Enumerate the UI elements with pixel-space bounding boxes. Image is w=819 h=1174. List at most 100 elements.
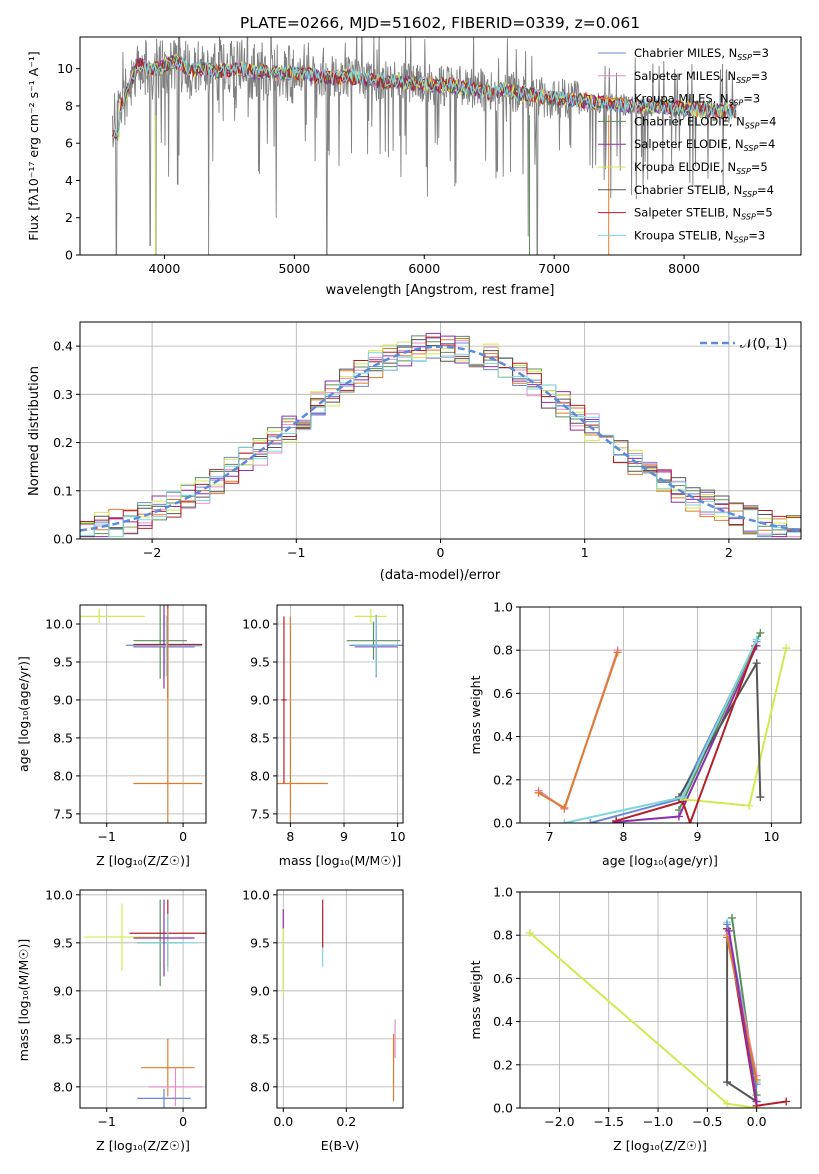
y-tick-label: 8.0 xyxy=(53,1079,73,1094)
age-vs-mass-frame xyxy=(276,604,404,824)
y-tick-label: 8.0 xyxy=(250,768,270,783)
y-tick-label: 0.4 xyxy=(53,339,73,354)
legend-ssp-sub: SSP xyxy=(729,99,744,108)
weight-marker xyxy=(752,659,761,668)
y-tick-label: 9.0 xyxy=(250,692,270,707)
model-fit-8 xyxy=(112,56,737,139)
legend-ssp-sub: SSP xyxy=(745,121,760,130)
y-tick-label: 0.1 xyxy=(53,483,73,498)
legend-ssp-sub: SSP xyxy=(736,76,751,85)
y-tick-label: 10.0 xyxy=(242,616,270,631)
y-tick-label: 10.0 xyxy=(45,887,73,902)
weight-marker xyxy=(560,819,569,823)
y-tick-label: 9.0 xyxy=(53,983,73,998)
weight-line xyxy=(537,649,619,811)
weight-marker xyxy=(534,788,543,797)
y-tick-label: 1.0 xyxy=(493,600,513,615)
residual-hist-8 xyxy=(80,352,801,538)
x-tick-label: 9 xyxy=(693,829,701,844)
weight-marker xyxy=(525,929,534,938)
x-tick-label: −2 xyxy=(143,545,161,560)
x-tick-label: 5000 xyxy=(278,261,310,276)
residual-hist-7 xyxy=(80,336,801,529)
x-tick-label: 4000 xyxy=(149,261,181,276)
y-tick-label: 0.6 xyxy=(493,971,513,986)
weight-vs-age-ylabel: mass weight xyxy=(468,675,483,754)
y-tick-label: 9.5 xyxy=(53,654,73,669)
y-tick-label: 8.5 xyxy=(53,1031,73,1046)
x-tick-label: 10 xyxy=(390,829,406,844)
legend-model-name: Kroupa ELODIE, N xyxy=(634,160,736,174)
y-tick-label: 10.0 xyxy=(242,887,270,902)
x-tick-label: 0.0 xyxy=(273,1114,293,1129)
x-tick-label: 0.2 xyxy=(336,1114,356,1129)
weight-line xyxy=(682,647,788,807)
legend-ssp-count: =4 xyxy=(758,137,775,151)
legend-ssp-sub: SSP xyxy=(744,144,759,153)
x-tick-label: −1 xyxy=(287,545,305,560)
weight-line xyxy=(537,652,619,810)
x-tick-label: 0 xyxy=(179,829,187,844)
residuals-panel: −2 −1 0 1 2 0.0 0.1 0.2 0.3 0.4 (data-model)/err… xyxy=(27,321,802,583)
legend-ssp-sub: SSP xyxy=(734,235,749,244)
y-tick-label: 8.5 xyxy=(250,730,270,745)
spectrum-plot xyxy=(112,37,737,255)
observed-spectrum xyxy=(112,37,737,255)
x-tick-label: 0.0 xyxy=(747,1114,767,1129)
y-tick-label: 7.5 xyxy=(53,806,73,821)
y-tick-label: 0.0 xyxy=(493,816,513,831)
y-tick-label: 9.5 xyxy=(250,654,270,669)
y-tick-label: 0.2 xyxy=(53,435,73,450)
weight-marker xyxy=(686,819,695,823)
legend-ssp-sub: SSP xyxy=(741,213,756,222)
y-tick-label: 10 xyxy=(57,61,73,76)
weight-marker xyxy=(752,635,761,644)
x-tick-label: 10 xyxy=(763,829,779,844)
mass-vs-EBV-plot: 0.0 0.2 8.0 8.5 9.0 9.5 10.0 xyxy=(242,887,404,1129)
y-tick-label: 7.5 xyxy=(250,806,270,821)
spectrum-xticks: 4000 5000 6000 7000 8000 xyxy=(149,255,700,276)
x-tick-label: 0 xyxy=(437,545,445,560)
spectrum-frame xyxy=(79,36,802,256)
weight-line xyxy=(728,930,758,1102)
x-tick-label: −1 xyxy=(98,829,116,844)
weight-marker xyxy=(752,1097,761,1106)
y-tick-label: 1.0 xyxy=(493,885,513,900)
x-tick-label: 9 xyxy=(340,829,348,844)
legend-label: Salpeter STELIB, NSSP=5 xyxy=(634,206,773,222)
weight-marker xyxy=(725,926,734,935)
mass-vs-Z-xlabel: Z [log₁₀(Z/Z☉)] xyxy=(96,1138,190,1153)
age-vs-mass-points xyxy=(277,608,403,823)
mass-vs-Z-ylabel: mass [log₁₀(M/M☉)] xyxy=(16,939,31,1061)
x-tick-label: 8 xyxy=(620,829,628,844)
y-tick-label: 0.6 xyxy=(493,686,513,701)
y-tick-label: 9.0 xyxy=(250,983,270,998)
x-tick-label: 7000 xyxy=(538,261,570,276)
legend-model-name: Chabrier ELODIE, N xyxy=(634,114,745,128)
residuals-xticks: −2 −1 0 1 2 xyxy=(143,539,733,560)
legend-model-name: Salpeter STELIB, N xyxy=(634,206,741,220)
legend-model-name: Kroupa MILES, N xyxy=(634,92,729,106)
age-vs-Z-plot: −1 0 7.5 8.0 8.5 9.0 9.5 10.0 xyxy=(45,604,207,844)
legend-label: Kroupa ELODIE, NSSP=5 xyxy=(634,160,768,176)
residual-steps xyxy=(80,332,801,538)
y-tick-label: 8.0 xyxy=(53,768,73,783)
mass-vs-Z-points xyxy=(83,899,206,1108)
mass-vs-EBV-points xyxy=(282,899,396,1102)
weight-line xyxy=(615,645,757,823)
y-tick-label: 10.0 xyxy=(45,616,73,631)
y-tick-label: 9.5 xyxy=(250,935,270,950)
spectrum-ylabel: Flux [fλ10⁻¹⁷ erg cm⁻² s⁻¹ A⁻¹] xyxy=(26,51,41,240)
legend-label: Salpeter MILES, NSSP=3 xyxy=(634,69,768,85)
residuals-xlabel: (data-model)/error xyxy=(380,568,501,583)
weight-line xyxy=(590,641,758,823)
y-tick-label: 0.2 xyxy=(493,772,513,787)
x-tick-label: 8 xyxy=(286,829,294,844)
y-tick-label: 9.0 xyxy=(53,692,73,707)
legend-model-name: Kroupa STELIB, N xyxy=(634,228,734,242)
weight-vs-Z-plot: −2.0 −1.5 −1.0 −0.5 0.0 0.0 0.2 0.4 0.6 0.8 1.0 xyxy=(493,885,802,1129)
age-vs-Z-points xyxy=(80,605,203,823)
x-tick-label: −0.5 xyxy=(692,1114,722,1129)
legend-ssp-count: =5 xyxy=(751,160,768,174)
